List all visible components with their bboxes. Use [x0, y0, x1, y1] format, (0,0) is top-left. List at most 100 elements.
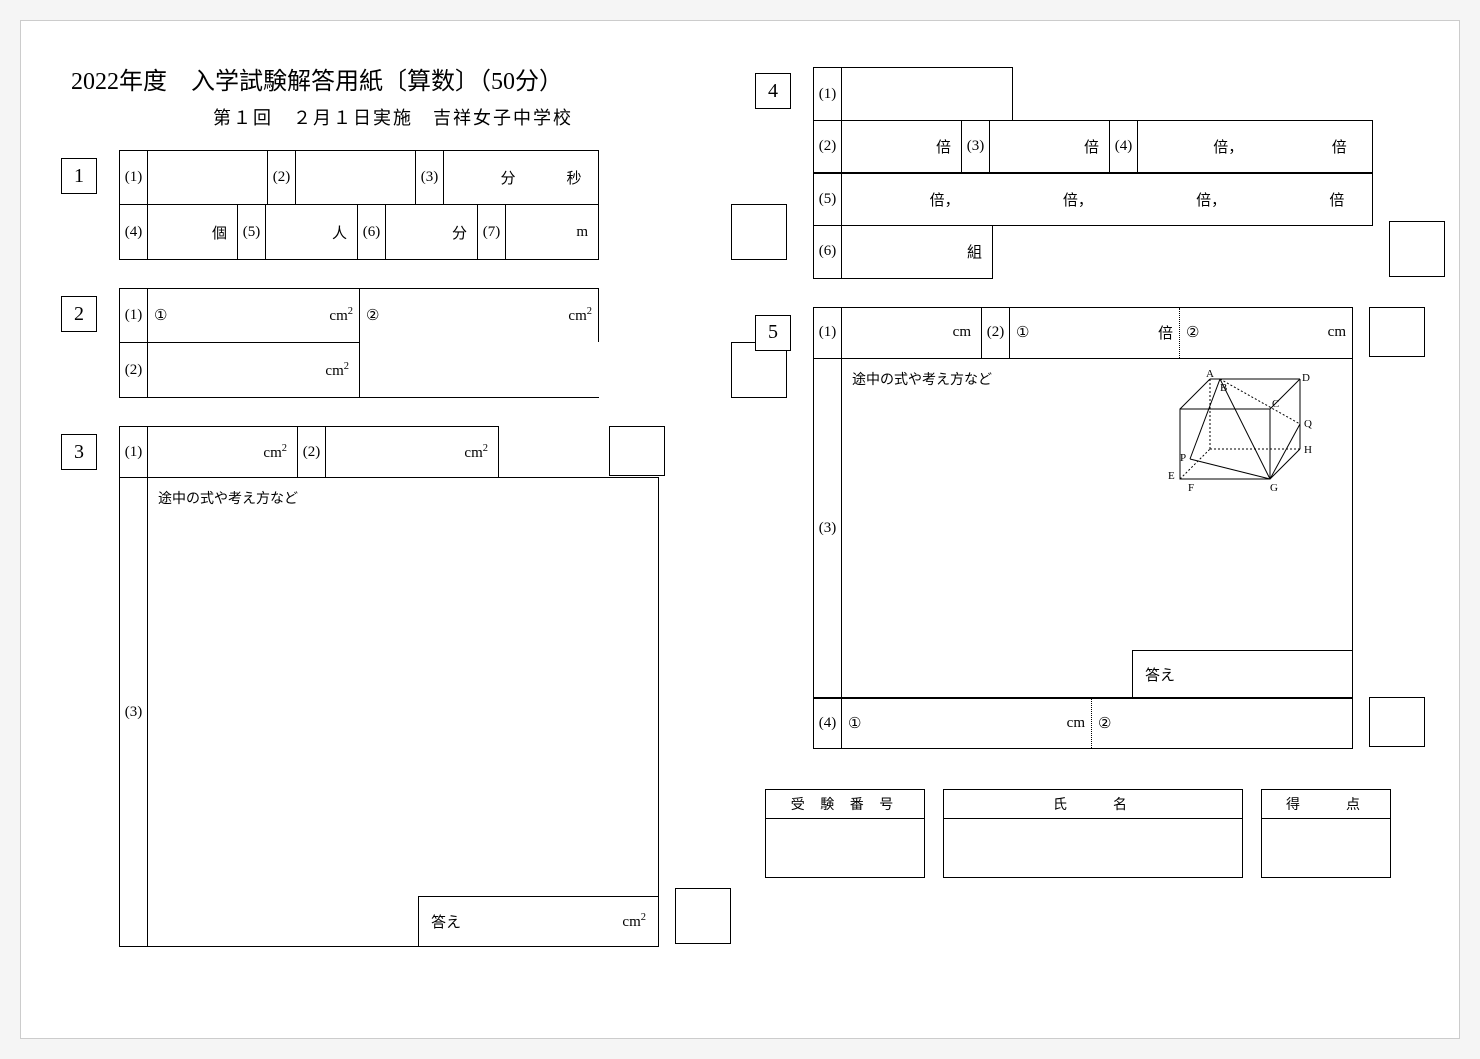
q5-4-1[interactable]: ① cm	[842, 698, 1092, 748]
q2-blank	[360, 342, 599, 397]
unit-cm2: cm2	[329, 306, 353, 325]
q5-4-2[interactable]: ②	[1092, 698, 1352, 748]
svg-text:C: C	[1272, 398, 1279, 410]
q4-3-ans[interactable]: 倍	[990, 121, 1110, 173]
q4-1-ans[interactable]	[842, 68, 1012, 120]
q1-1-ans[interactable]	[148, 151, 268, 204]
q1-7-ans[interactable]: m	[506, 205, 598, 259]
q3-1-label: (1)	[120, 427, 148, 477]
q4-2-label: (2)	[814, 121, 842, 173]
q5-2-2[interactable]: ② cm	[1180, 308, 1352, 358]
name-box: 氏 名	[943, 789, 1243, 878]
unit-m: m	[576, 224, 588, 241]
work-note-3: 途中の式や考え方など	[158, 488, 646, 508]
q1-4-label: (4)	[120, 205, 148, 259]
q4-r2: (2) 倍 (3) 倍 (4) 倍， 倍	[813, 120, 1373, 174]
unit-cm2-b: cm2	[568, 306, 592, 325]
unit-sec: 秒	[566, 167, 581, 188]
u-bai1: 倍	[936, 136, 951, 157]
q4-r3: (5) 倍， 倍， 倍， 倍	[813, 172, 1373, 226]
q1-4-ans[interactable]: 個	[148, 205, 238, 259]
question-number-5: 5	[755, 315, 791, 351]
q4-5-ans[interactable]: 倍， 倍， 倍， 倍	[842, 173, 1372, 225]
u-bai3: 倍，	[1213, 136, 1243, 157]
name-label: 氏 名	[944, 790, 1242, 819]
q1-block: (1) (2) (3) 分 秒 (4) 個 (5) 人 (6) 分	[119, 150, 599, 260]
q4-3-label: (3)	[962, 121, 990, 173]
q1-6-label: (6)	[358, 205, 386, 259]
q3-answer-box[interactable]: 答え cm2	[418, 896, 658, 946]
q3-2-ans[interactable]: cm2	[326, 427, 498, 477]
score-total-box: 得 点	[1261, 789, 1391, 878]
question-number-2: 2	[61, 296, 97, 332]
q3-3-label: (3)	[120, 478, 148, 946]
q5-score-top	[1369, 307, 1425, 357]
q3-top: (1) cm2 (2) cm2	[119, 426, 499, 478]
svg-text:Q: Q	[1304, 418, 1312, 430]
c1c: ①	[848, 714, 861, 733]
q3-score-bottom	[675, 888, 731, 944]
left-column: 2022年度 入学試験解答用紙〔算数〕（50分） 第１回 ２月１日実施 吉祥女子…	[71, 61, 715, 998]
q1-5-label: (5)	[238, 205, 266, 259]
q2-block: (1) ① cm2 ② cm2 (2) cm2	[119, 288, 599, 398]
q4-r1: (1)	[813, 67, 1013, 121]
u-bai6: 倍，	[1063, 189, 1093, 210]
q1-6-ans[interactable]: 分	[386, 205, 478, 259]
q5-4-label: (4)	[814, 698, 842, 748]
c1b: ①	[1016, 323, 1029, 342]
q5-2-label: (2)	[982, 308, 1010, 358]
q3-1-ans[interactable]: cm2	[148, 427, 298, 477]
unit-cm2-c: cm2	[325, 361, 349, 380]
c2b: ②	[1186, 323, 1199, 342]
q3-2-label: (2)	[298, 427, 326, 477]
q5-3-label: (3)	[814, 359, 842, 698]
q5-1-label: (1)	[814, 308, 842, 358]
q1-3-label: (3)	[416, 151, 444, 204]
unit-ko: 個	[212, 222, 227, 243]
u-bai2: 倍	[1084, 136, 1099, 157]
unit-cm2-f: cm2	[622, 912, 646, 931]
question-number-1: 1	[61, 158, 97, 194]
q4-5-label: (5)	[814, 173, 842, 225]
q4-r4: (6) 組	[813, 225, 993, 279]
q4-6-label: (6)	[814, 226, 842, 278]
q2-2-ans[interactable]: cm2	[148, 343, 360, 397]
q1-7-label: (7)	[478, 205, 506, 259]
q4-2-ans[interactable]: 倍	[842, 121, 962, 173]
q4-4-ans[interactable]: 倍， 倍	[1138, 121, 1372, 173]
page-subtitle: 第１回 ２月１日実施 吉祥女子中学校	[71, 104, 715, 130]
exam-no-field[interactable]	[766, 819, 924, 877]
q2-1-2[interactable]: ② cm2	[360, 289, 598, 342]
q1-2-ans[interactable]	[296, 151, 416, 204]
q4-6-ans[interactable]: 組	[842, 226, 992, 278]
score-field	[1262, 819, 1390, 877]
q1-3-ans[interactable]: 分 秒	[444, 151, 598, 204]
unit-min: 分	[500, 167, 515, 188]
u-cm1: cm	[953, 324, 971, 341]
circ2: ②	[366, 306, 379, 325]
student-info: 受 験 番 号 氏 名 得 点	[765, 789, 1409, 878]
unit-cm2-e: cm2	[464, 443, 488, 462]
q5-2-1[interactable]: ① 倍	[1010, 308, 1180, 358]
name-field[interactable]	[944, 819, 1242, 877]
svg-text:E: E	[1168, 470, 1175, 482]
question-number-4: 4	[755, 73, 791, 109]
svg-text:B: B	[1220, 382, 1227, 394]
svg-text:H: H	[1304, 444, 1312, 456]
q3-score-top	[609, 426, 665, 476]
cube-diagram: A B C D E F G H P Q	[1130, 369, 1330, 519]
circ1: ①	[154, 306, 167, 325]
svg-text:A: A	[1206, 369, 1214, 380]
q5-1-ans[interactable]: cm	[842, 308, 982, 358]
q5-top: (1) cm (2) ① 倍 ② cm	[813, 307, 1353, 359]
right-column: 4 (1) (2) 倍 (3) 倍 (4) 倍， 倍	[765, 61, 1409, 998]
q1-5-ans[interactable]: 人	[266, 205, 358, 259]
page-title: 2022年度 入学試験解答用紙〔算数〕（50分）	[71, 61, 715, 96]
q2-1-1[interactable]: ① cm2	[148, 289, 360, 342]
u-bai5: 倍，	[930, 189, 960, 210]
q1-2-label: (2)	[268, 151, 296, 204]
q5-answer-box[interactable]: 答え	[1132, 650, 1352, 698]
unit-min2: 分	[452, 222, 467, 243]
svg-text:P: P	[1180, 452, 1186, 464]
exam-number-box: 受 験 番 号	[765, 789, 925, 878]
